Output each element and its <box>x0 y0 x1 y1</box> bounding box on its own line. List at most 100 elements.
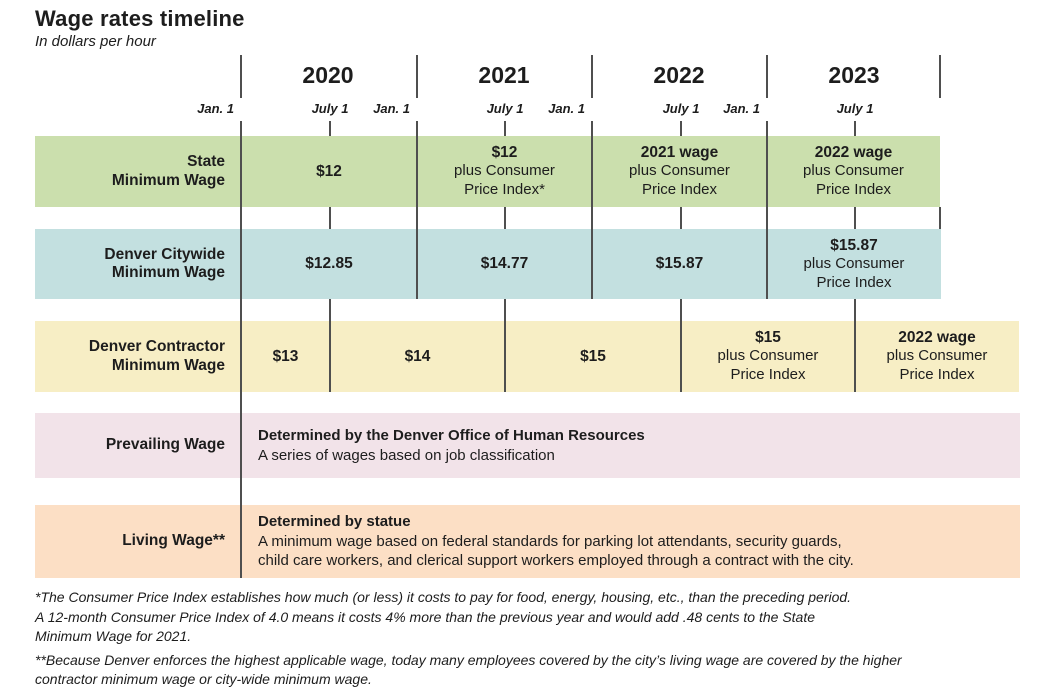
wage-cell: $12.85 <box>241 229 417 299</box>
grid-line <box>939 55 941 98</box>
row-label-denver-citywide-minimum-wage: Denver Citywide Minimum Wage <box>35 229 225 299</box>
cell-note-line: Price Index* <box>464 181 545 199</box>
grid-tick <box>680 207 682 229</box>
grid-line <box>591 136 593 207</box>
row-band-prevailing-wage <box>35 413 1020 478</box>
grid-tick <box>416 207 418 229</box>
cell-note-line: Price Index <box>815 181 892 199</box>
cell-value: $12 <box>316 162 342 180</box>
year-label: 2021 <box>478 62 530 88</box>
row-label-line: Minimum Wage <box>111 356 225 374</box>
row-label-line: Living Wage** <box>122 532 225 550</box>
grid-tick <box>240 299 242 321</box>
grid-tick <box>591 207 593 229</box>
cell-value: 2022 wage <box>814 144 893 162</box>
grid-line <box>504 321 506 392</box>
row-label-living-wage: Living Wage** <box>35 505 225 578</box>
wage-cell: $12 plus Consumer Price Index* <box>417 136 592 207</box>
row-label-line: Prevailing Wage <box>105 436 225 454</box>
grid-tick <box>504 207 506 229</box>
page-subtitle: In dollars per hour <box>35 33 156 50</box>
year-label: 2020 <box>302 62 354 88</box>
row-band-denver-citywide-minimum-wage <box>35 229 941 299</box>
cell-value: $14.77 <box>480 255 529 273</box>
row-label-prevailing-wage: Prevailing Wage <box>35 413 225 478</box>
footnote-line: A 12-month Consumer Price Index of 4.0 m… <box>35 608 816 625</box>
cell-note-line: Price Index <box>641 181 718 199</box>
cell-note-line: Price Index <box>730 366 806 384</box>
description-line: A minimum wage based on federal standard… <box>258 532 842 550</box>
grid-tick <box>240 121 242 136</box>
grid-line <box>416 229 418 299</box>
grid-line <box>240 321 242 392</box>
date-label: Jan. 1 <box>548 101 585 116</box>
row-label-line: Minimum Wage <box>111 171 225 189</box>
description-heading: Determined by the Denver Office of Human… <box>258 427 645 444</box>
grid-tick <box>854 207 856 229</box>
grid-tick <box>504 121 506 136</box>
grid-tick <box>854 121 856 136</box>
page-title: Wage rates timeline <box>35 6 245 31</box>
wage-cell: $14.77 <box>417 229 592 299</box>
footnote-line: *The Consumer Price Index establishes ho… <box>35 589 852 605</box>
grid-tick <box>591 121 593 136</box>
cell-note-line: plus Consumer <box>803 162 904 180</box>
row-label-denver-contractor-minimum-wage: Denver Contractor Minimum Wage <box>35 321 225 392</box>
description-heading: Determined by statue <box>258 513 411 531</box>
grid-tick <box>329 121 331 136</box>
date-label: July 1 <box>311 101 349 116</box>
description-line: child care workers, and clerical support… <box>258 552 854 570</box>
footnote-line: contractor minimum wage or city-wide min… <box>35 671 372 688</box>
footnote-line: **Because Denver enforces the highest ap… <box>35 651 902 668</box>
cell-value: $15 <box>580 347 606 365</box>
row-label-line: Minimum Wage <box>111 264 225 281</box>
row-band-living-wage <box>35 505 1020 578</box>
grid-line <box>240 136 242 207</box>
cell-note-line: plus Consumer <box>454 162 555 180</box>
grid-line <box>329 321 331 392</box>
grid-line <box>416 136 418 207</box>
grid-line <box>240 505 242 578</box>
cell-value: $15.87 <box>830 236 878 254</box>
cell-note-line: Price Index <box>899 366 975 384</box>
wage-cell: $15 plus Consumer Price Index <box>681 321 855 392</box>
row-label-line: State <box>187 153 225 171</box>
cell-value: 2022 wage <box>898 329 976 347</box>
grid-tick <box>680 299 682 321</box>
grid-tick <box>240 478 242 505</box>
cell-note-line: plus Consumer <box>717 347 819 365</box>
grid-tick <box>766 207 768 229</box>
grid-line <box>854 321 856 392</box>
date-label: Jan. 1 <box>723 101 760 116</box>
grid-tick <box>416 121 418 136</box>
grid-line <box>766 136 768 207</box>
wage-cell: 2022 wage plus Consumer Price Index <box>855 321 1019 392</box>
grid-tick <box>504 299 506 321</box>
wage-cell: 2022 wage plus Consumer Price Index <box>767 136 940 207</box>
cell-value: $15 <box>755 329 781 347</box>
grid-line <box>766 55 768 98</box>
grid-line <box>591 229 593 299</box>
year-label: 2022 <box>653 62 705 88</box>
grid-tick <box>240 207 242 229</box>
cell-value: $13 <box>272 347 299 365</box>
grid-line <box>240 413 242 478</box>
wage-cell: $15 <box>505 321 681 392</box>
grid-tick <box>329 207 331 229</box>
grid-line <box>416 55 418 98</box>
grid-tick <box>766 121 768 136</box>
footnote-living-wage: **Because Denver enforces the highest ap… <box>35 651 902 690</box>
row-description-prevailing-wage: Determined by the Denver Office of Human… <box>258 413 1008 478</box>
date-label: Jan. 1 <box>373 101 410 116</box>
row-label-line: Denver Citywide <box>104 245 225 263</box>
wage-cell: $14 <box>330 321 505 392</box>
wage-cell: 2021 wage plus Consumer Price Index <box>592 136 767 207</box>
date-label: July 1 <box>836 101 874 116</box>
grid-line <box>766 229 768 299</box>
row-description-living-wage: Determined by statue A minimum wage based… <box>258 505 1008 578</box>
grid-tick <box>854 299 856 321</box>
row-label-line: Denver Contractor <box>88 338 225 356</box>
cell-value: $12 <box>491 144 518 162</box>
year-label: 2023 <box>828 62 880 88</box>
